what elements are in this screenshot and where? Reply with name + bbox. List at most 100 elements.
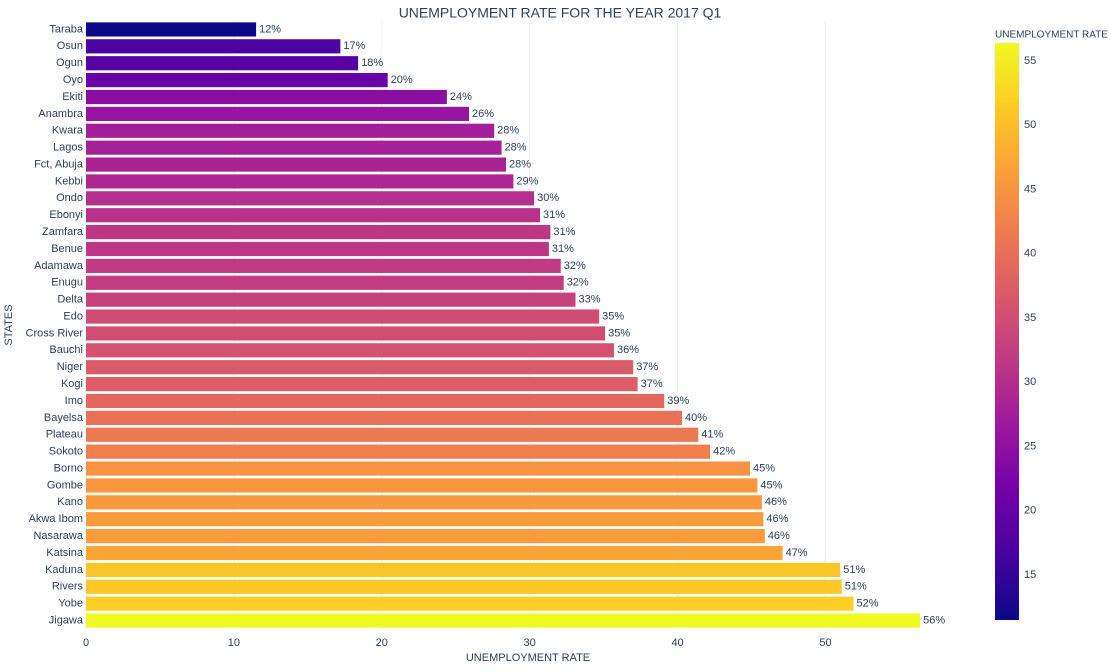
x-tick-label: 30 <box>524 637 536 649</box>
y-tick-label: Adamawa <box>34 260 84 272</box>
bar <box>86 258 561 273</box>
data-label: 35% <box>608 327 630 339</box>
data-label: 33% <box>579 294 601 306</box>
y-tick-label: Kaduna <box>45 564 84 576</box>
y-tick-label: Kano <box>57 496 83 508</box>
y-tick-label: Osun <box>57 40 83 52</box>
data-label: 32% <box>567 277 589 289</box>
data-label: 30% <box>537 192 559 204</box>
y-tick-label: Anambra <box>38 108 84 120</box>
x-tick-label: 50 <box>819 637 831 649</box>
y-tick-label: Ondo <box>56 192 83 204</box>
bar <box>86 410 683 425</box>
data-label: 37% <box>636 361 658 373</box>
bar <box>86 596 854 611</box>
colorbar-tick-label: 30 <box>1024 376 1036 388</box>
colorbar-tick-label: 45 <box>1024 183 1036 195</box>
bar <box>86 512 764 527</box>
bar <box>86 613 921 628</box>
bar <box>86 241 549 257</box>
bar <box>86 208 541 223</box>
bar <box>86 545 783 561</box>
data-label: 28% <box>509 158 531 170</box>
x-tick-label: 40 <box>671 637 683 649</box>
bar <box>86 292 576 307</box>
bar <box>86 478 758 493</box>
colorbar <box>995 43 1019 620</box>
chart-title: UNEMPLOYMENT RATE FOR THE YEAR 2017 Q1 <box>399 5 722 21</box>
data-label: 35% <box>602 310 624 322</box>
bar <box>86 444 711 459</box>
bar <box>86 427 699 442</box>
data-label: 45% <box>753 462 775 474</box>
data-label: 39% <box>667 395 689 407</box>
bar <box>86 39 341 54</box>
data-label: 28% <box>505 142 527 154</box>
bar <box>86 377 638 392</box>
data-label: 24% <box>450 91 472 103</box>
y-tick-label: Ebonyi <box>49 209 83 221</box>
x-tick-label: 0 <box>83 637 89 649</box>
data-label: 12% <box>259 23 281 35</box>
bar <box>86 529 765 544</box>
bar <box>86 309 600 324</box>
bar <box>86 106 470 121</box>
y-tick-label: Katsina <box>46 547 84 559</box>
data-label: 45% <box>760 479 782 491</box>
y-axis-title: STATES <box>3 304 15 345</box>
y-tick-label: Akwa Ibom <box>29 513 83 525</box>
data-label: 31% <box>543 209 565 221</box>
y-tick-label: Rivers <box>52 581 84 593</box>
bar <box>86 495 762 510</box>
y-tick-label: Bayelsa <box>44 412 84 424</box>
data-label: 37% <box>641 378 663 390</box>
y-tick-label: Cross River <box>26 327 84 339</box>
bar <box>86 191 535 206</box>
bar <box>86 22 257 37</box>
bar <box>86 56 359 71</box>
colorbar-tick-label: 40 <box>1024 248 1036 260</box>
y-tick-label: Oyo <box>63 74 83 86</box>
data-label: 46% <box>768 530 790 542</box>
bar <box>86 73 388 88</box>
bar <box>86 89 447 105</box>
data-label: 36% <box>617 344 639 356</box>
colorbar-title: UNEMPLOYMENT RATE <box>995 30 1108 41</box>
y-tick-label: Gombe <box>47 479 83 491</box>
data-label: 26% <box>472 108 494 120</box>
x-tick-label: 20 <box>376 637 388 649</box>
y-tick-label: Nasarawa <box>33 530 83 542</box>
data-label: 40% <box>685 412 707 424</box>
data-label: 18% <box>361 57 383 69</box>
y-tick-label: Delta <box>57 294 84 306</box>
data-label: 29% <box>516 175 538 187</box>
colorbar-tick-label: 55 <box>1024 55 1036 67</box>
y-tick-label: Benue <box>51 243 83 255</box>
bar <box>86 360 634 375</box>
y-tick-label: Kebbi <box>55 175 83 187</box>
colorbar-tick-label: 35 <box>1024 312 1036 324</box>
y-tick-label: Ogun <box>56 57 83 69</box>
y-tick-label: Taraba <box>49 23 84 35</box>
y-tick-label: Niger <box>57 361 84 373</box>
y-tick-label: Ekiti <box>62 91 83 103</box>
bar <box>86 157 507 172</box>
data-label: 17% <box>343 40 365 52</box>
y-tick-label: Yobe <box>58 598 83 610</box>
data-label: 46% <box>766 513 788 525</box>
y-tick-label: Sokoto <box>49 446 83 458</box>
y-tick-label: Bauchi <box>49 344 83 356</box>
bar <box>86 579 842 594</box>
bar <box>86 225 551 240</box>
data-label: 51% <box>843 564 865 576</box>
data-label: 52% <box>857 598 879 610</box>
y-tick-label: Jigawa <box>49 614 84 626</box>
y-tick-label: Enugu <box>51 277 83 289</box>
colorbar-tick-label: 25 <box>1024 440 1036 452</box>
colorbar-tick-label: 50 <box>1024 119 1036 131</box>
data-label: 20% <box>391 74 413 86</box>
y-tick-label: Kogi <box>61 378 83 390</box>
data-label: 56% <box>923 614 945 626</box>
data-label: 31% <box>553 226 575 238</box>
